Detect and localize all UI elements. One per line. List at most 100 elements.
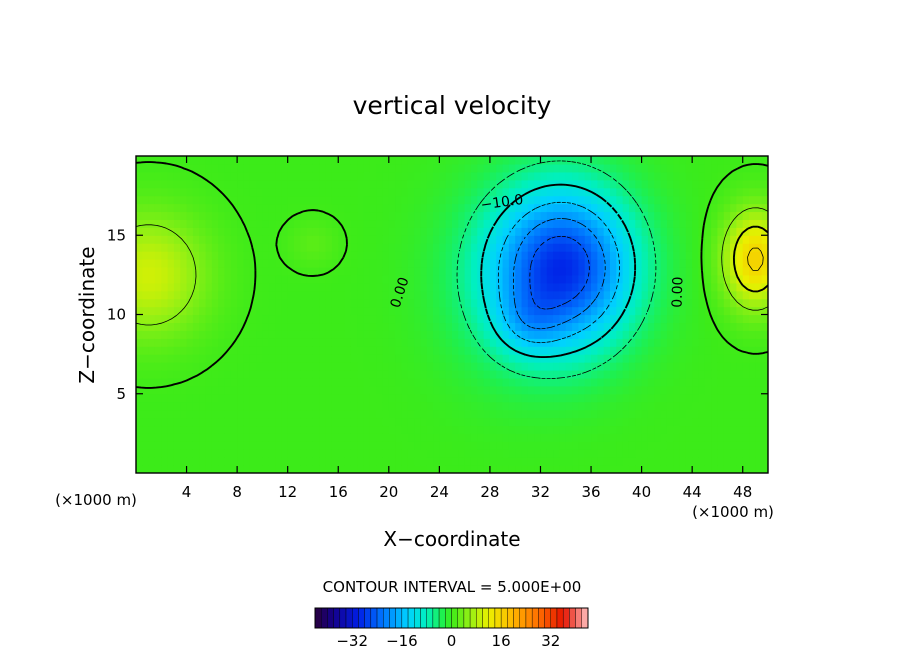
heat-cell — [559, 362, 567, 371]
heat-cell — [167, 235, 175, 244]
heat-cell — [344, 401, 352, 411]
heat-cell — [565, 330, 573, 339]
heat-cell — [161, 338, 169, 347]
heat-cell — [388, 211, 396, 221]
heat-cell — [572, 441, 579, 450]
heat-cell — [420, 290, 428, 300]
heat-cell — [508, 330, 516, 339]
heat-cell — [376, 290, 384, 300]
heat-cell — [749, 338, 756, 347]
heat-cell — [527, 362, 535, 371]
heat-cell — [654, 203, 662, 213]
heat-cell — [369, 290, 377, 300]
heat-cell — [249, 417, 257, 427]
heat-cell — [749, 211, 756, 221]
heat-cell — [395, 243, 403, 252]
heat-cell — [167, 227, 175, 236]
heat-cell — [704, 385, 712, 395]
heat-cell — [312, 369, 320, 379]
heat-cell — [275, 195, 282, 205]
heat-cell — [622, 227, 630, 236]
heat-cell — [439, 417, 447, 427]
heat-cell — [312, 314, 320, 324]
heat-cell — [717, 377, 725, 387]
heat-cell — [654, 274, 662, 284]
heat-cell — [154, 251, 162, 260]
heat-cell — [704, 195, 712, 205]
heat-cell — [464, 393, 472, 403]
heat-cell — [673, 322, 681, 331]
heat-cell — [262, 235, 270, 244]
heat-cell — [628, 156, 636, 165]
heat-cell — [426, 211, 434, 221]
heat-cell — [376, 409, 384, 419]
heat-cell — [755, 171, 763, 181]
heat-cell — [148, 251, 156, 260]
heat-cell — [698, 369, 706, 379]
heat-cell — [717, 243, 725, 252]
heat-cell — [325, 449, 333, 458]
heat-cell — [237, 274, 245, 284]
heat-cell — [616, 163, 624, 173]
heat-cell — [262, 441, 270, 450]
heat-cell — [148, 203, 156, 213]
heat-cell — [388, 219, 396, 228]
heat-cell — [433, 235, 440, 244]
heat-cell — [521, 417, 529, 427]
heat-cell — [464, 274, 472, 284]
heat-cell — [572, 290, 579, 300]
heat-cell — [622, 282, 630, 292]
heat-cell — [730, 393, 737, 403]
heat-cell — [628, 211, 636, 221]
heat-cell — [420, 465, 428, 473]
heat-cell — [287, 171, 295, 181]
heat-cell — [192, 393, 200, 403]
heat-cell — [660, 377, 668, 387]
heat-cell — [262, 259, 270, 268]
heat-cell — [281, 385, 289, 395]
heat-cell — [483, 282, 491, 292]
heat-cell — [692, 219, 700, 228]
colorbar-cell — [414, 607, 421, 629]
heat-cell — [205, 195, 213, 205]
heat-cell — [186, 449, 194, 458]
heat-cell — [319, 290, 327, 300]
heat-cell — [186, 195, 194, 205]
heat-cell — [742, 457, 750, 466]
heat-cell — [237, 243, 245, 252]
heat-cell — [211, 274, 219, 284]
heat-cell — [294, 338, 301, 347]
heat-cell — [666, 346, 674, 355]
heat-cell — [736, 417, 744, 427]
heat-cell — [546, 465, 554, 473]
heat-cell — [369, 219, 377, 228]
heat-cell — [749, 298, 756, 308]
heat-cell — [338, 346, 346, 355]
heat-cell — [610, 465, 617, 473]
heat-cell — [312, 179, 320, 189]
heat-cell — [660, 338, 668, 347]
heat-cell — [603, 266, 611, 276]
heat-cell — [717, 195, 725, 205]
heat-cell — [698, 290, 706, 300]
heat-cell — [464, 401, 472, 411]
heat-cell — [382, 417, 390, 427]
heat-cell — [730, 369, 737, 379]
heat-cell — [433, 156, 440, 165]
heat-cell — [312, 401, 320, 411]
x-tick-label: 44 — [683, 483, 702, 501]
colorbar-tick-label: 16 — [492, 632, 511, 650]
heat-cell — [749, 187, 756, 197]
colorbar-cell — [457, 607, 465, 629]
heat-cell — [477, 314, 485, 324]
heat-cell — [243, 235, 251, 244]
heat-cell — [243, 417, 251, 427]
heat-cell — [167, 306, 175, 316]
heat-cell — [692, 417, 700, 427]
heat-cell — [635, 259, 643, 268]
heat-cell — [584, 314, 592, 324]
heat-cell — [363, 441, 371, 450]
heat-cell — [666, 227, 674, 236]
heat-cell — [692, 425, 700, 434]
heat-cell — [199, 322, 207, 331]
